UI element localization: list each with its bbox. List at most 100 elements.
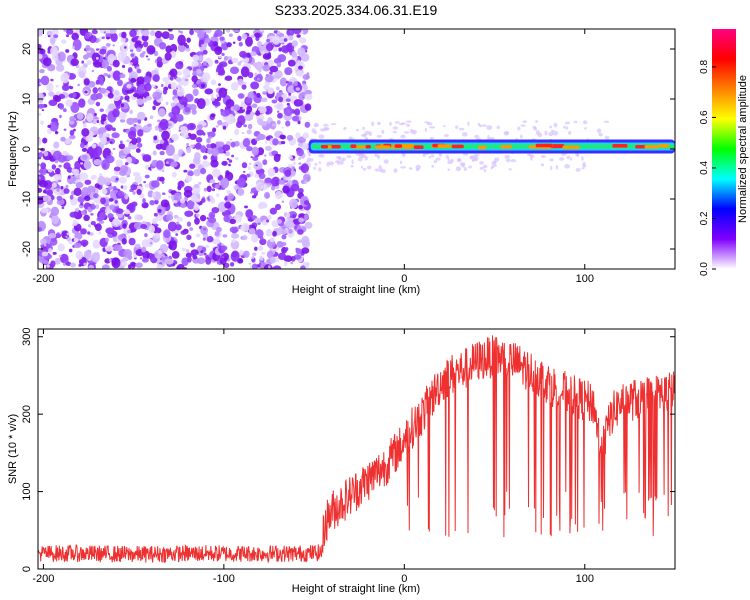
noise-speckle (165, 45, 173, 53)
noise-speckle (78, 98, 86, 108)
band-speckle (603, 120, 610, 123)
noise-speckle (77, 83, 80, 87)
noise-speckle (279, 134, 286, 140)
noise-speckle (287, 225, 291, 228)
noise-speckle (220, 109, 230, 117)
noise-speckle (113, 166, 121, 172)
noise-speckle (38, 187, 43, 193)
noise-speckle (176, 263, 185, 269)
noise-speckle (148, 166, 152, 171)
noise-speckle (234, 128, 240, 136)
noise-speckle (106, 137, 110, 142)
noise-speckle (38, 227, 43, 232)
band-speckle (569, 157, 573, 161)
noise-speckle (178, 129, 181, 132)
noise-speckle (110, 32, 118, 42)
noise-speckle (86, 113, 94, 123)
noise-speckle (126, 83, 132, 89)
noise-speckle (41, 109, 45, 112)
snr-panel: -200 -100 0 100 0 100 200 300 Height of straigh… (7, 328, 676, 595)
noise-speckle (165, 144, 175, 157)
noise-speckle (38, 180, 48, 188)
noise-speckle (43, 259, 49, 265)
noise-speckle (193, 203, 200, 211)
noise-speckle (215, 71, 219, 75)
band-speckle (410, 128, 414, 134)
noise-speckle (162, 88, 168, 95)
noise-speckle (41, 251, 49, 257)
noise-speckle (91, 29, 98, 35)
noise-speckle (60, 136, 66, 142)
noise-speckle (187, 170, 194, 177)
noise-speckle (173, 192, 182, 203)
noise-speckle (274, 203, 282, 211)
noise-speckle (99, 29, 106, 34)
spectrogram-xlabel: Height of straight line (km) (292, 284, 420, 296)
noise-speckle (83, 78, 90, 86)
noise-speckle (292, 158, 296, 161)
noise-speckle (134, 214, 143, 221)
noise-speckle (152, 105, 156, 111)
noise-speckle (112, 185, 117, 191)
band-speckle (364, 155, 368, 161)
noise-speckle (297, 142, 303, 147)
noise-speckle (154, 232, 161, 239)
noise-speckle (259, 238, 267, 246)
noise-speckle (206, 217, 210, 220)
noise-speckle (288, 81, 293, 85)
noise-speckle (166, 161, 169, 164)
noise-speckle (62, 108, 67, 113)
noise-speckle (89, 35, 97, 43)
noise-speckle (82, 123, 87, 128)
noise-speckle (207, 131, 216, 138)
noise-speckle (149, 115, 154, 120)
noise-speckle (238, 42, 243, 47)
noise-speckle (50, 206, 60, 217)
colorbar-tick-label: 0.0 (699, 262, 710, 276)
band-speckle (314, 162, 318, 166)
signal-hotspot (451, 144, 464, 149)
band-speckle (455, 166, 462, 172)
noise-speckle (73, 187, 82, 197)
noise-speckle (170, 161, 178, 168)
noise-speckle (306, 171, 310, 175)
snr-xlabel: Height of straight line (km) (292, 583, 420, 595)
noise-speckle (197, 124, 203, 130)
noise-speckle (286, 102, 290, 106)
x-tick-label: -100 (213, 573, 235, 585)
noise-speckle (227, 56, 233, 60)
noise-speckle (100, 197, 106, 205)
band-speckle (338, 156, 342, 161)
band-speckle (313, 122, 319, 128)
signal-hotspot (658, 144, 670, 148)
y-tick-label: 10 (21, 93, 33, 105)
noise-speckle (83, 214, 90, 221)
band-speckle (544, 130, 548, 136)
noise-speckle (143, 181, 146, 184)
noise-speckle (303, 173, 311, 183)
noise-speckle (194, 217, 200, 225)
noise-speckle (69, 116, 76, 122)
noise-speckle (94, 113, 97, 117)
noise-speckle (206, 64, 210, 67)
noise-speckle (75, 207, 80, 213)
noise-speckle (228, 159, 233, 163)
noise-speckle (87, 224, 92, 228)
noise-speckle (181, 257, 189, 266)
noise-speckle (270, 185, 276, 191)
band-speckle (400, 134, 406, 139)
signal-hotspot (437, 144, 445, 148)
noise-speckle (183, 42, 188, 47)
band-speckle (548, 131, 554, 137)
noise-speckle (104, 124, 113, 132)
noise-speckle (122, 223, 127, 229)
noise-speckle (168, 33, 175, 41)
noise-speckle (54, 95, 62, 103)
noise-speckle (169, 68, 178, 78)
noise-speckle (127, 67, 133, 74)
noise-speckle (296, 99, 304, 107)
noise-speckle (277, 112, 283, 119)
noise-speckle (73, 128, 76, 132)
noise-speckle (257, 118, 264, 126)
